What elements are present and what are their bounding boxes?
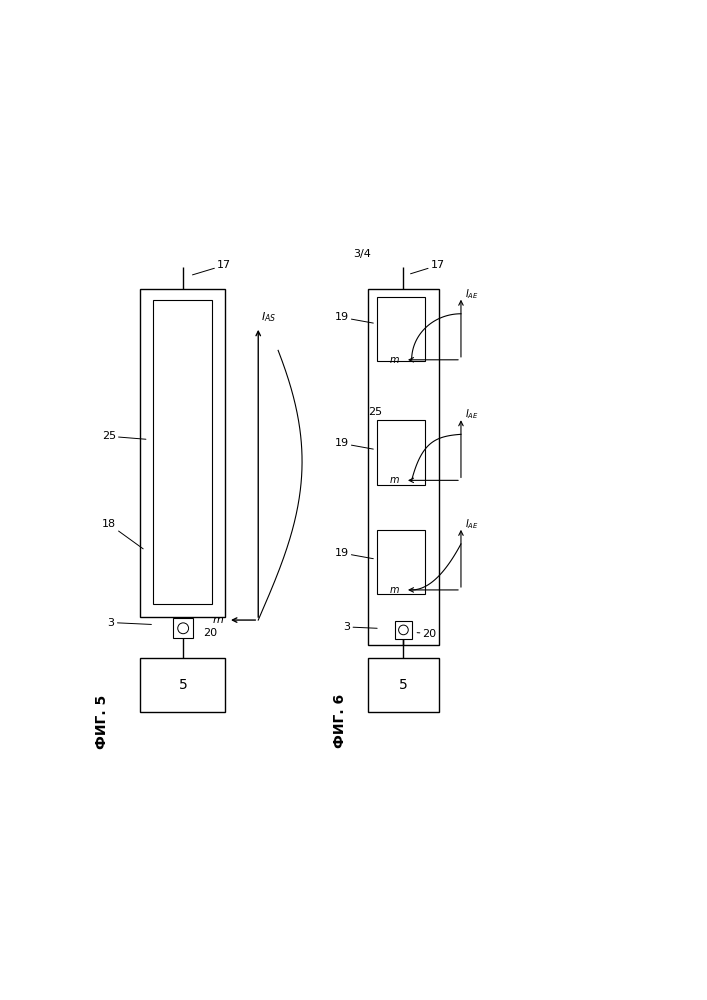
Bar <box>141 658 226 712</box>
Text: 25: 25 <box>102 431 146 441</box>
Text: 3/4: 3/4 <box>354 249 371 259</box>
Text: 20: 20 <box>417 629 437 639</box>
Text: $I_{AE}$: $I_{AE}$ <box>465 287 479 301</box>
Bar <box>173 618 193 638</box>
Bar <box>377 420 426 485</box>
Text: 5: 5 <box>178 678 187 692</box>
Text: m: m <box>390 355 399 365</box>
Text: 17: 17 <box>192 260 231 275</box>
Text: 25: 25 <box>368 407 382 417</box>
Text: m: m <box>390 475 399 485</box>
Text: 17: 17 <box>411 260 445 274</box>
Text: 5: 5 <box>399 678 408 692</box>
Text: 19: 19 <box>334 312 373 323</box>
Text: 3: 3 <box>107 618 151 628</box>
Text: m: m <box>213 615 223 625</box>
Text: $I_{AE}$: $I_{AE}$ <box>465 517 479 531</box>
Text: m: m <box>390 585 399 595</box>
Bar <box>368 289 439 645</box>
Bar <box>141 289 226 617</box>
Text: 3: 3 <box>344 622 377 632</box>
Text: 18: 18 <box>102 519 144 549</box>
Bar <box>377 297 426 361</box>
Text: 20: 20 <box>204 628 218 638</box>
Text: $I_{AE}$: $I_{AE}$ <box>465 408 479 421</box>
Text: ФИГ. 5: ФИГ. 5 <box>95 694 109 749</box>
Text: 19: 19 <box>334 548 373 559</box>
Bar <box>395 621 412 639</box>
Bar <box>153 300 212 604</box>
Text: ФИГ. 6: ФИГ. 6 <box>334 694 347 748</box>
Bar <box>377 530 426 594</box>
Text: 19: 19 <box>334 438 373 449</box>
Bar <box>368 658 439 712</box>
Text: $I_{AS}$: $I_{AS}$ <box>261 310 276 324</box>
